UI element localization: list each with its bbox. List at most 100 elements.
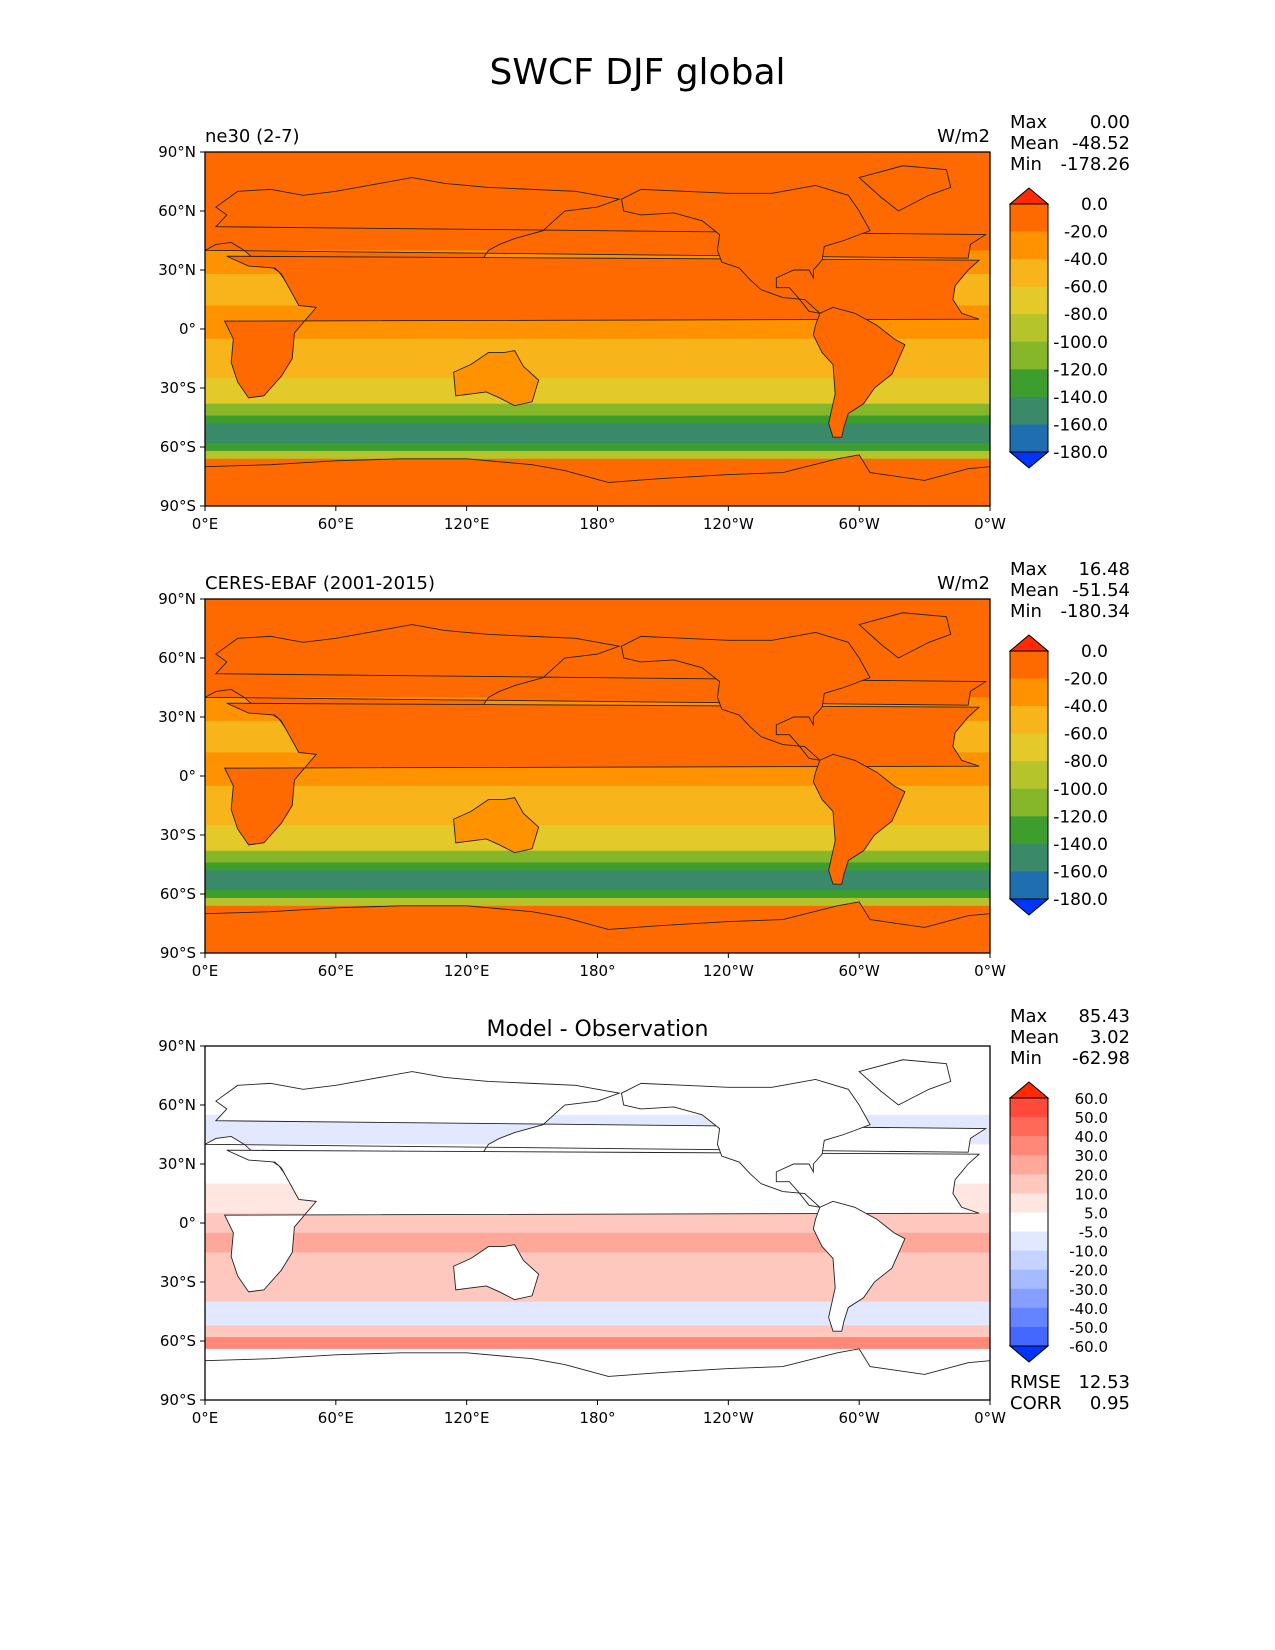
map-band [205,423,990,444]
map-band [205,1232,990,1253]
colorbar-box [1010,286,1048,315]
lat-tick-label: 90°N [158,590,196,608]
lat-tick-label: 0° [179,1214,196,1232]
lon-tick-label: 0°E [192,515,219,533]
lon-tick-label: 60°E [318,962,354,980]
lon-tick-label: 60°W [838,515,880,533]
stat-mean-label: Mean [1010,133,1059,154]
panel-left-label: CERES-EBAF (2001-2015) [205,573,435,594]
colorbar-tick-label: -40.0 [1064,697,1108,717]
colorbar-tick-label: -120.0 [1053,807,1108,827]
panel-units-label: W/m2 [937,126,990,147]
colorbar-box [1010,231,1048,260]
colorbar-3: 60.050.040.030.020.010.05.0 -5.0-10.0-20.… [1008,1081,1108,1363]
colorbar-tick-label: -50.0 [1069,1319,1108,1337]
stat-min-value: -180.34 [1061,601,1130,622]
colorbar-box [1010,1136,1048,1156]
map-panel-2: 0°E 60°E 120°E 180° 120°W 60°W 0°W 90°N 60°N 30°N… [158,559,1130,980]
lon-tick-label: 180° [579,962,615,980]
panel-units-label: W/m2 [937,573,990,594]
continent-greenland [858,165,952,212]
continent-samerica [812,306,906,438]
continent-antarctica [205,1348,990,1400]
colorbar-box [1010,816,1048,845]
map-band [205,1325,990,1338]
lat-tick-label: 60°S [160,885,196,903]
stat-min-value: -178.26 [1061,154,1130,175]
continent-greenland [858,612,952,659]
lat-tick-label: 60°S [160,1332,196,1350]
colorbar-box [1010,761,1048,790]
colorbar-box [1010,424,1048,453]
map-band [205,870,990,891]
colorbar-frame [1009,203,1049,453]
figure-title: SWCF DJF global [489,52,786,93]
lon-tick-label: 0°W [974,1409,1006,1427]
continent-antarctica [205,901,990,953]
lon-tick-label: 180° [579,515,615,533]
colorbar-box [1010,843,1048,872]
colorbar-tick-label: -10.0 [1069,1243,1108,1261]
lon-tick-label: 120°W [703,962,754,980]
stat-max-label: Max [1010,112,1048,133]
lon-tick-label: 120°E [444,515,490,533]
map-band [205,850,990,864]
colorbar-tick-label: -180.0 [1053,443,1108,463]
lon-tick-label: 0°E [192,1409,219,1427]
map-band [205,862,990,871]
lon-tick-label: 0°W [974,515,1006,533]
lat-tick-label: 30°N [158,1155,196,1173]
map-band [205,897,990,907]
map-band [205,443,990,452]
panel-left-label: ne30 (2-7) [205,126,300,147]
lat-tick-label: 90°S [160,944,196,962]
colorbar-box [1010,396,1048,425]
colorbar-tick-label: 40.0 [1075,1128,1108,1146]
colorbar-frame [1009,650,1049,900]
lat-tick-label: 90°S [160,1391,196,1409]
lon-tick-label: 120°W [703,1409,754,1427]
lat-tick-label: 0° [179,767,196,785]
lat-tick-label: 60°N [158,1096,196,1114]
colorbar-tick-label: -100.0 [1053,333,1108,353]
colorbar-box [1010,341,1048,370]
colorbar-box [1010,1307,1048,1328]
colorbar-tick-label: -80.0 [1064,752,1108,772]
colorbar-box [1010,871,1048,900]
lat-tick-label: 30°S [160,1273,196,1291]
colorbar-tick-label: -140.0 [1053,835,1108,855]
stat-max-label: Max [1010,1006,1048,1027]
colorbar-box [1010,1117,1048,1137]
map-band [205,1213,990,1234]
colorbar-box [1010,678,1048,707]
lon-tick-label: 120°E [444,1409,490,1427]
colorbar-tick-label: -100.0 [1053,780,1108,800]
colorbar-tick-label: -60.0 [1064,278,1108,298]
continent-namerica [620,631,871,761]
map-panel-3: 0°E 60°E 120°E 180° 120°W 60°W 0°W 90°N 60°N 30°N… [158,1006,1130,1427]
lon-tick-label: 60°E [318,515,354,533]
colorbar-tick-label: -20.0 [1064,670,1108,690]
stat-mean-value: 3.02 [1090,1027,1130,1048]
colorbar-box [1010,1269,1048,1290]
colorbar-arrow-top [1008,187,1050,205]
stat-max-label: Max [1010,559,1048,580]
colorbar-tick-label: -30.0 [1069,1281,1108,1299]
colorbar-tick-label: -60.0 [1069,1338,1108,1356]
lat-tick-label: 60°N [158,202,196,220]
continent-antarctica [205,454,990,506]
colorbar-box [1010,1250,1048,1271]
colorbar-box [1010,788,1048,817]
colorbar-arrow-bottom [1008,451,1050,469]
colorbar-tick-label: 60.0 [1075,1090,1108,1108]
colorbar-box [1010,204,1048,233]
stat-corr-value: 0.95 [1090,1393,1130,1414]
continent-namerica [620,184,871,314]
lon-tick-label: 0°E [192,962,219,980]
stat-mean-value: -48.52 [1072,133,1130,154]
colorbar-tick-label: 5.0 [1084,1204,1108,1222]
colorbar-tick-label: -20.0 [1069,1262,1108,1280]
colorbar-arrow-bottom [1008,1345,1050,1363]
continent-namerica [620,1078,871,1208]
lat-tick-label: 30°S [160,826,196,844]
